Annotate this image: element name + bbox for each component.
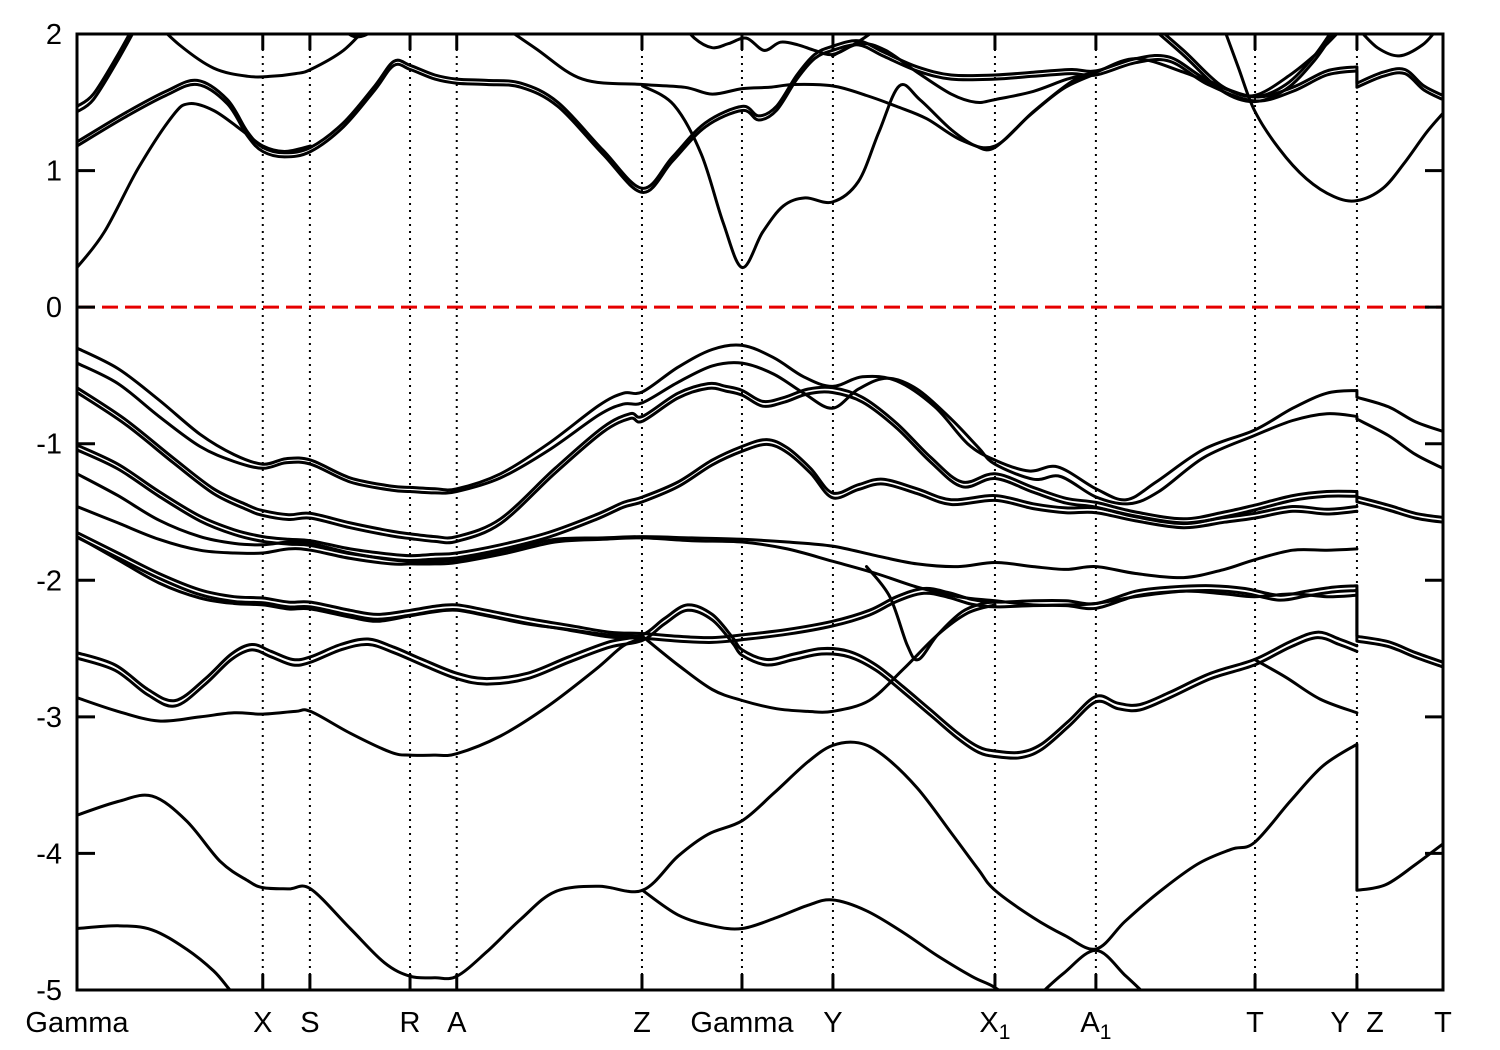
y-tick-label: 1 — [46, 156, 62, 188]
band-curve-cond-11 — [1224, 35, 1442, 203]
k-point-label-s: S — [300, 1007, 319, 1039]
band-curve-cond-3 — [78, 102, 313, 269]
band-curve-val-7 — [78, 536, 1442, 669]
band-curve-deep-1 — [78, 608, 1359, 760]
k-point-label-y: Y — [1330, 1007, 1349, 1039]
band-curve-cond-1 — [78, 35, 134, 113]
band-curve-cond-10 — [1164, 35, 1331, 99]
band-curve-val-4 — [78, 438, 1359, 558]
band-curve-deep-8 — [1044, 948, 1142, 989]
band-curve-cond-10 — [1158, 35, 1334, 104]
y-tick-label: -3 — [36, 702, 62, 734]
plot-border — [75, 32, 1445, 992]
band-curve-val-1 — [78, 343, 1442, 502]
band-curve-deep-2-fork — [1253, 658, 1359, 715]
k-point-label-gamma: Gamma — [25, 1007, 129, 1039]
band-curve-val-5 — [78, 472, 1359, 580]
k-point-label-r: R — [400, 1007, 421, 1039]
band-curve-val-2 — [78, 361, 1442, 506]
y-tick-label: 2 — [46, 19, 62, 51]
band-curve-cond-12 — [1362, 35, 1434, 58]
band-curve-deep-4-vdip — [865, 565, 997, 662]
k-point-label-gamma: Gamma — [690, 1007, 794, 1039]
y-tick-label: -2 — [36, 565, 62, 597]
y-tick-label: 0 — [46, 292, 62, 324]
band-curve-cond-9 — [830, 41, 1098, 105]
band-curve-cond-1 — [78, 35, 131, 108]
band-curve-val-4 — [78, 442, 1359, 562]
band-curve-val-3 — [78, 381, 1442, 540]
k-point-label-y: Y — [823, 1007, 842, 1039]
y-tick-label: -4 — [36, 838, 62, 870]
k-point-label-z: Z — [633, 1007, 651, 1039]
band-curve-deep-9 — [78, 924, 231, 989]
band-curve-val-7 — [78, 531, 1442, 664]
k-point-label-a1: A1 — [1080, 1007, 1111, 1044]
k-point-label-t: T — [1434, 1007, 1452, 1039]
band-curve-val-8 — [78, 535, 644, 638]
k-point-label-x: X — [253, 1007, 272, 1039]
band-curve-cond-7-vdip — [641, 72, 1098, 269]
k-point-label-z: Z — [1366, 1007, 1384, 1039]
band-curve-deep-6 — [78, 740, 1442, 981]
y-tick-label: -1 — [36, 429, 62, 461]
band-curve-deep-3 — [641, 603, 997, 714]
y-tick-label: -5 — [36, 975, 62, 1007]
k-point-label-x1: X1 — [979, 1007, 1010, 1044]
k-point-label-a: A — [447, 1007, 467, 1039]
band-curve-deep-1 — [78, 603, 1359, 755]
k-point-label-t: T — [1246, 1007, 1264, 1039]
band-curve-deep-5 — [78, 637, 644, 758]
band-curve-deep-7 — [641, 888, 1000, 989]
